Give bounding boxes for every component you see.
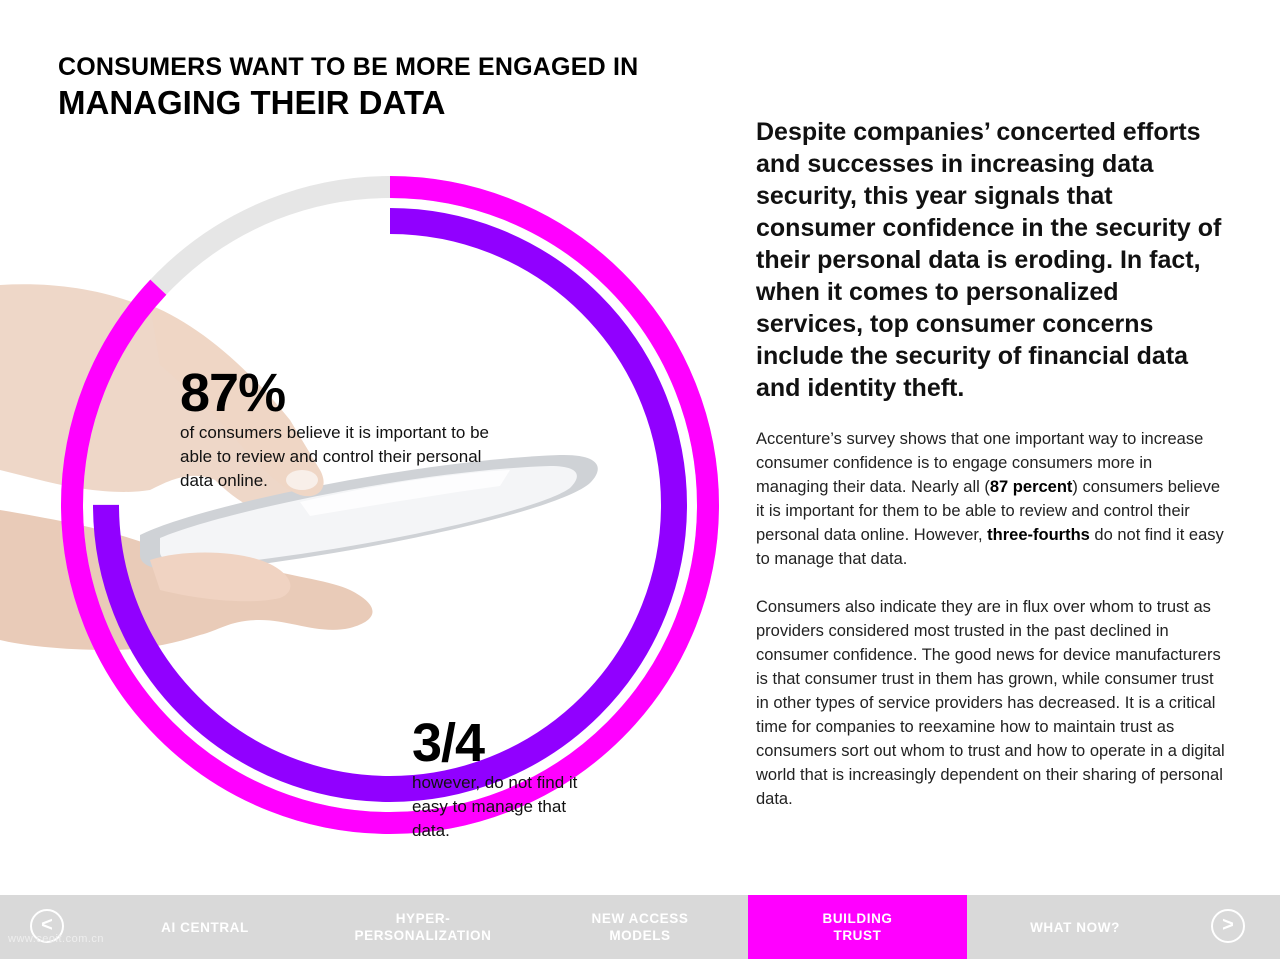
body-paragraph-2: Consumers also indicate they are in flux… — [756, 598, 1225, 808]
nav-item-new-access-models[interactable]: NEW ACCESS MODELS — [532, 895, 748, 959]
index-finger-shape — [150, 305, 324, 497]
prev-page-button[interactable]: < — [30, 909, 64, 943]
para1-bold-1: 87 percent — [989, 478, 1073, 496]
stat-34-text: however, do not find it easy to manage t… — [412, 773, 578, 840]
inner-ring-arc — [93, 208, 687, 802]
lead-paragraph: Despite companies’ concerted efforts and… — [756, 118, 1222, 402]
nav-item-building-trust[interactable]: BUILDING TRUST — [748, 895, 967, 959]
stat-87-number: 87% — [180, 363, 286, 423]
next-page-button[interactable]: > — [1211, 909, 1245, 943]
watermark: www.ceoit.com.cn — [8, 933, 105, 945]
lower-finger-shape — [150, 552, 291, 602]
stat-three-fourths: 3/4 however, do not find it easy to mana… — [412, 715, 602, 843]
para1-text-1: Accenture’s survey shows that one import… — [756, 430, 1204, 496]
nav-label: BUILDING TRUST — [822, 911, 893, 943]
nav-label: AI CENTRAL — [161, 919, 249, 935]
title-line-1: CONSUMERS WANT TO BE MORE ENGAGED IN — [58, 53, 639, 81]
nav-item-what-now[interactable]: WHAT NOW? — [967, 895, 1183, 959]
outer-ring-arc — [61, 176, 719, 834]
phone-shape — [140, 454, 598, 572]
nav-label: NEW ACCESS MODELS — [591, 911, 689, 943]
nav-label: WHAT NOW? — [1030, 919, 1120, 935]
nav-item-hyper-personalization[interactable]: HYPER- PERSONALIZATION — [314, 895, 532, 959]
bottom-nav-bar: < AI CENTRAL HYPER- PERSONALIZATION NEW … — [0, 895, 1280, 959]
stat-87-text: of consumers believe it is important to … — [180, 423, 489, 490]
page-title: CONSUMERS WANT TO BE MORE ENGAGED IN MAN… — [58, 52, 638, 122]
stat-87-percent: 87% of consumers believe it is important… — [180, 365, 500, 493]
para1-bold-2: three-fourths — [987, 526, 1090, 544]
body-paragraph-1: Accenture’s survey shows that one import… — [756, 427, 1226, 571]
title-line-2: MANAGING THEIR DATA — [58, 84, 446, 121]
stat-34-number: 3/4 — [412, 713, 485, 773]
nav-item-ai-central[interactable]: AI CENTRAL — [96, 895, 314, 959]
para1-text-2: ) consumers believe it is important for … — [756, 478, 1221, 544]
hand-with-phone-illustration — [0, 176, 719, 834]
nav-label: HYPER- PERSONALIZATION — [354, 911, 492, 943]
fingernail-shape — [286, 470, 318, 490]
donut-visual: 87% of consumers believe it is important… — [0, 150, 740, 870]
para1-text-3: do not find it easy to manage that data. — [756, 526, 1224, 568]
